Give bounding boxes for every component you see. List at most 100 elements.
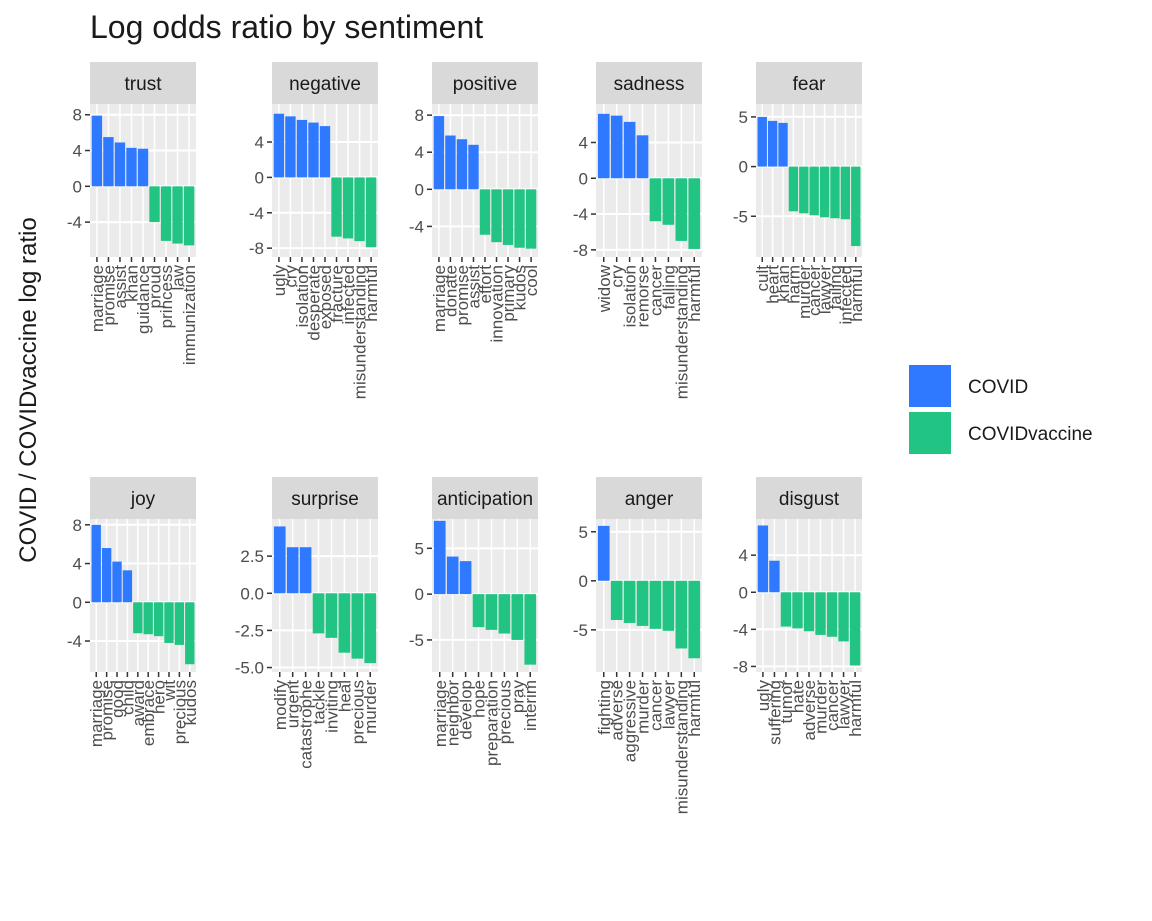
x-tick-label: promise [98,680,117,740]
x-tick-label: hate [788,680,807,713]
x-tick-label: guidance [134,265,153,334]
y-tick-label: 0 [415,180,424,199]
bar [788,166,799,212]
strip-label: surprise [291,489,359,510]
strip-label: disgust [779,489,840,510]
y-tick-label: 5 [739,108,748,127]
bar [769,560,780,593]
x-tick-label: lawyer [816,265,835,314]
x-tick-label: embrace [139,680,158,746]
x-tick-label: heart [764,265,783,304]
bar [143,602,153,635]
x-tick-label: marriage [430,265,449,332]
x-tick-label: heal [335,680,354,712]
x-tick-label: cancer [823,680,842,731]
y-tick-label: -8 [733,657,748,676]
strip-label: fear [793,74,826,95]
strip [432,62,538,104]
strip [272,477,378,519]
bar [296,119,308,178]
bar [354,177,365,242]
bar [767,120,778,167]
bar [164,602,174,643]
x-tick-label: fighting [595,680,614,735]
y-tick-label: -4 [733,620,748,639]
bar [433,116,445,190]
bar [838,592,849,642]
bar [433,520,446,595]
bar [485,594,498,630]
x-tick-label: wit [160,680,179,702]
x-tick-label: widow [595,264,614,313]
y-tick-label: 4 [579,133,588,152]
bar [809,166,819,216]
bar [312,593,325,634]
bar [623,121,636,179]
x-tick-label: donate [441,265,460,317]
y-tick-label: 0 [73,177,82,196]
bar [525,189,537,249]
x-tick-label: effort [476,265,495,304]
x-tick-label: law [169,264,188,290]
x-tick-label: fracture [328,265,347,323]
y-tick-label: -4 [409,217,424,236]
strip-label: anger [625,489,674,510]
strip [756,62,862,104]
bar [757,525,769,593]
x-tick-label: assist [464,265,483,309]
bar [688,580,701,659]
x-tick-label: khan [774,265,793,302]
bar [364,593,377,664]
y-tick-label: 0.0 [240,584,264,603]
bar [137,148,149,187]
x-tick-label: innovation [488,265,507,343]
x-tick-label: kudos [511,265,530,310]
y-tick-label: -5 [733,207,748,226]
x-tick-label: misunderstanding [351,265,370,399]
y-tick-label: 4 [739,546,748,565]
y-tick-label: -2.5 [235,621,264,640]
x-tick-label: promise [99,265,118,325]
bar [308,122,319,178]
x-tick-label: pray [508,680,527,714]
x-tick-label: interim [521,680,540,731]
bar [524,594,537,665]
strip-label: trust [125,74,163,95]
x-tick-label: promise [453,265,472,325]
y-tick-label: 0 [739,158,748,177]
y-tick-label: 0 [415,585,424,604]
bar [172,186,183,244]
y-tick-label: 0 [73,593,82,612]
x-tick-label: misunderstanding [672,680,691,814]
bar [840,166,851,220]
x-tick-label: cry [608,265,627,288]
bar [133,602,143,634]
bar [472,594,485,628]
bar [792,592,803,629]
bar [514,189,525,248]
bar [112,561,122,603]
strip-label: positive [453,74,517,95]
bar [160,186,172,241]
bar [780,592,792,627]
bar [185,602,195,665]
x-tick-label: catastrophe [297,680,316,769]
x-tick-label: murder [795,265,814,319]
strip-label: joy [130,489,156,510]
bar [610,580,623,621]
x-tick-label: cancer [646,680,665,731]
strip-label: negative [289,74,361,95]
bar [849,592,861,666]
y-tick-label: 0 [255,168,264,187]
x-tick-label: child [118,680,137,715]
x-tick-label: harmful [362,265,381,322]
bar [662,178,675,225]
x-tick-label: khan [122,265,141,302]
x-tick-label: murder [634,680,653,734]
y-tick-label: -4 [573,205,588,224]
x-tick-label: murder [361,680,380,734]
bar [103,137,114,187]
x-tick-label: exposed [316,265,335,329]
bar [597,113,610,179]
